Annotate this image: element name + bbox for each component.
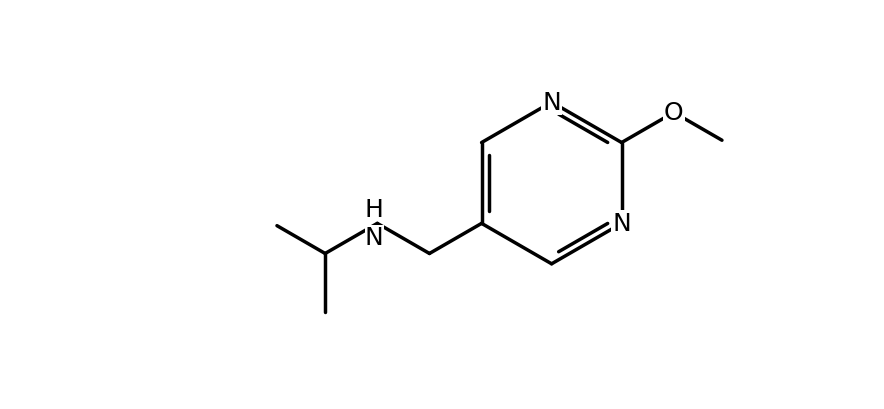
Text: H: H <box>365 198 384 222</box>
Text: N: N <box>542 91 561 115</box>
Text: O: O <box>664 101 683 125</box>
Text: N: N <box>365 225 384 249</box>
Text: N: N <box>613 212 631 236</box>
